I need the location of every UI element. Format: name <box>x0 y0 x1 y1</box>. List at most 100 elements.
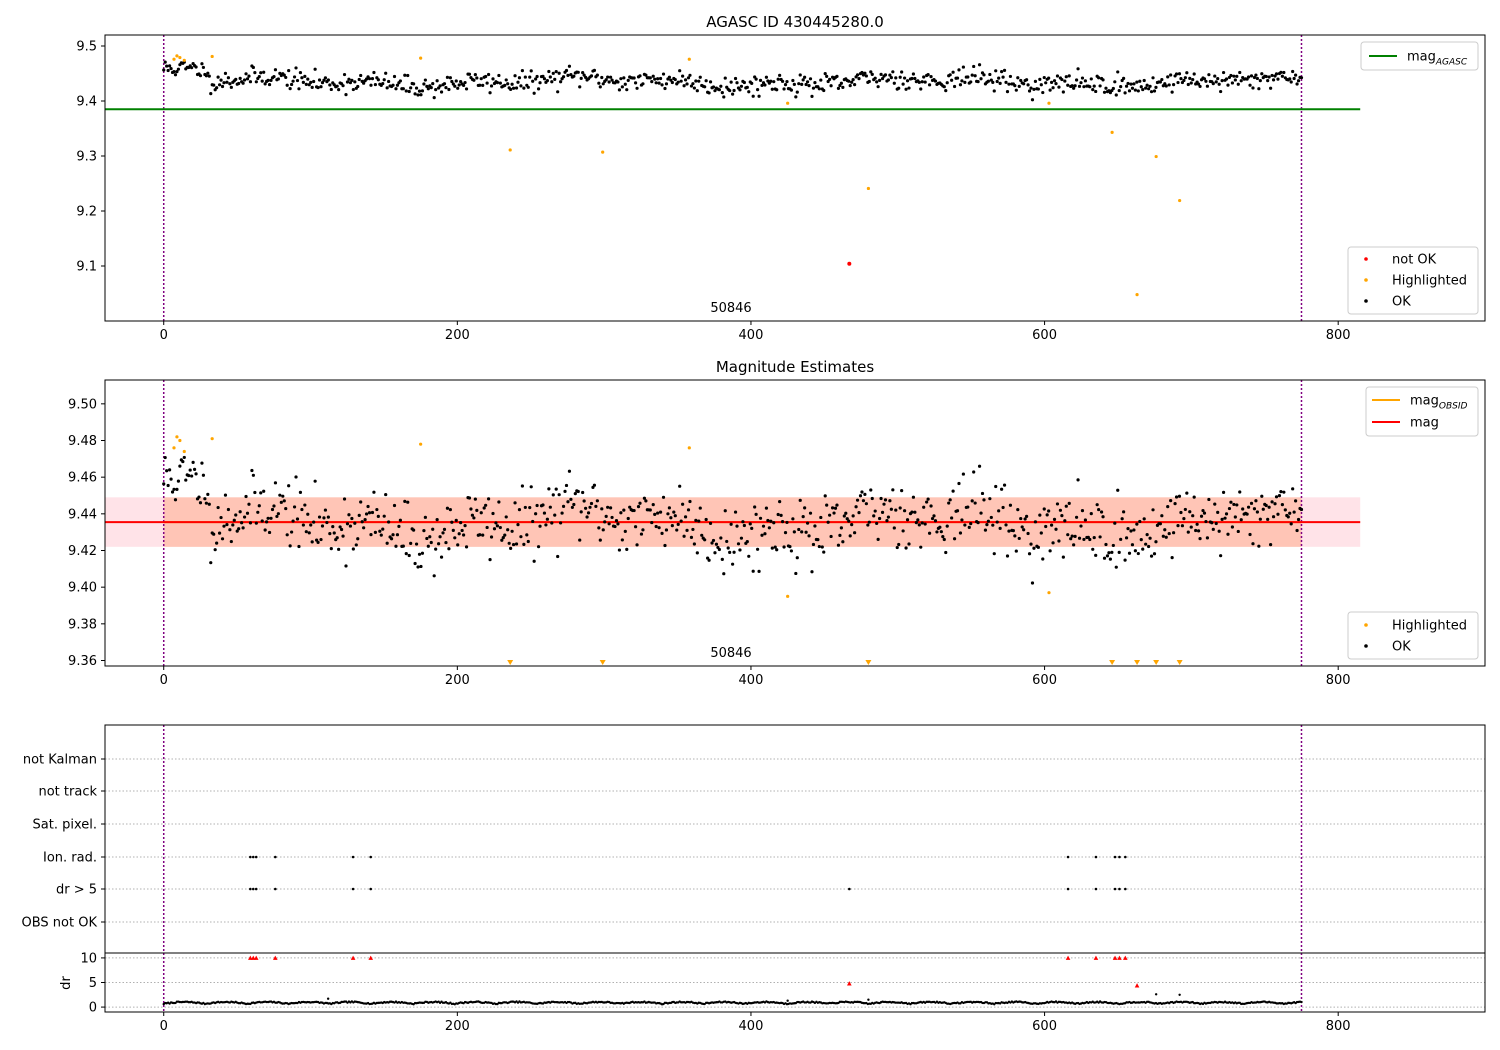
ok-point <box>1251 542 1255 546</box>
ok-point <box>1082 537 1086 542</box>
ok-point <box>1064 75 1068 79</box>
ok-point <box>1044 524 1048 529</box>
ok-point <box>750 81 754 85</box>
ok-point <box>542 77 547 81</box>
flag-point <box>249 887 252 891</box>
ok-point <box>295 78 300 83</box>
ok-point <box>944 550 948 555</box>
highlighted-point <box>1047 591 1051 595</box>
ok-point <box>897 86 901 90</box>
ok-point <box>654 81 658 85</box>
ok-point <box>822 88 826 93</box>
ok-point <box>481 533 485 537</box>
highlighted-point <box>210 437 214 441</box>
ok-point <box>547 69 551 74</box>
offscale-highlighted-marker <box>1109 660 1116 665</box>
ok-point <box>851 78 855 82</box>
ok-point <box>253 70 257 75</box>
ok-point <box>429 86 433 90</box>
ok-point <box>789 88 794 92</box>
ok-point <box>739 536 744 540</box>
ok-point <box>198 501 203 505</box>
ok-point <box>644 73 648 77</box>
ok-point <box>328 83 332 87</box>
ok-point <box>710 541 714 545</box>
ok-point <box>375 507 379 512</box>
ok-point <box>829 534 833 539</box>
ok-point <box>860 490 864 494</box>
ok-point <box>469 507 473 511</box>
ok-point <box>1257 544 1261 548</box>
ok-point <box>209 92 213 96</box>
ok-point <box>879 496 883 501</box>
ok-point <box>828 513 832 517</box>
ok-point <box>739 84 744 88</box>
flag-point <box>369 887 373 891</box>
ok-point <box>238 76 242 80</box>
ok-point <box>661 495 666 499</box>
ok-point <box>414 542 419 546</box>
ok-point <box>951 70 955 74</box>
ok-point <box>813 524 817 528</box>
ok-point <box>194 65 198 69</box>
ok-point <box>969 80 973 84</box>
ok-point <box>841 85 845 89</box>
ok-point <box>219 515 223 520</box>
ok-point <box>576 489 580 494</box>
ok-point <box>501 536 505 540</box>
highlighted-point <box>419 56 423 60</box>
panel1-marker-legend-entry-label: not OK <box>1392 253 1437 268</box>
ok-point <box>639 532 644 536</box>
ok-point <box>785 79 789 84</box>
ok-point <box>198 74 203 78</box>
ok-point <box>307 531 311 535</box>
ok-point <box>200 62 204 66</box>
ok-point <box>1170 556 1174 560</box>
ok-point <box>728 550 732 554</box>
ok-point <box>1013 84 1017 88</box>
ok-point <box>686 76 691 80</box>
ok-point <box>1238 70 1242 75</box>
ok-point <box>1202 511 1207 515</box>
ok-point <box>911 72 916 76</box>
ok-point <box>1239 518 1243 522</box>
ok-point <box>316 85 320 90</box>
ok-point <box>475 508 479 512</box>
ok-point <box>1119 85 1123 89</box>
ok-point <box>409 541 413 545</box>
ok-point <box>683 515 688 519</box>
ok-point <box>1201 508 1205 513</box>
ok-point <box>166 68 170 73</box>
ok-point <box>312 79 316 84</box>
ok-point <box>594 504 598 509</box>
dr-outlier-marker <box>248 955 253 960</box>
ok-point <box>808 511 813 515</box>
ok-point <box>439 555 444 559</box>
ok-point <box>957 68 961 72</box>
ok-point <box>315 538 319 542</box>
ok-point <box>1051 541 1055 545</box>
flag-row-label: not track <box>38 785 97 800</box>
ok-point <box>269 516 273 520</box>
ok-point <box>676 522 680 526</box>
ok-point <box>579 76 583 81</box>
ok-point <box>197 495 201 499</box>
ok-point <box>841 540 845 544</box>
ok-point <box>1097 76 1101 80</box>
panel1-marker-legend-entry-swatch <box>1364 299 1368 303</box>
flag-point <box>1113 855 1117 859</box>
ok-point <box>1036 545 1040 549</box>
ok-point <box>783 83 788 87</box>
ok-point <box>228 82 232 86</box>
ok-point <box>341 84 345 88</box>
ok-point <box>1014 88 1018 92</box>
panel1-xtick-label: 600 <box>1032 328 1057 343</box>
ok-point <box>1126 526 1130 531</box>
ok-point <box>1230 525 1235 529</box>
ok-point <box>1070 534 1074 538</box>
ok-point <box>711 538 716 543</box>
ok-point <box>719 536 723 540</box>
ok-point <box>391 533 395 537</box>
ok-point <box>1205 536 1210 540</box>
panel1-marker-legend-entry-swatch <box>1364 257 1368 261</box>
